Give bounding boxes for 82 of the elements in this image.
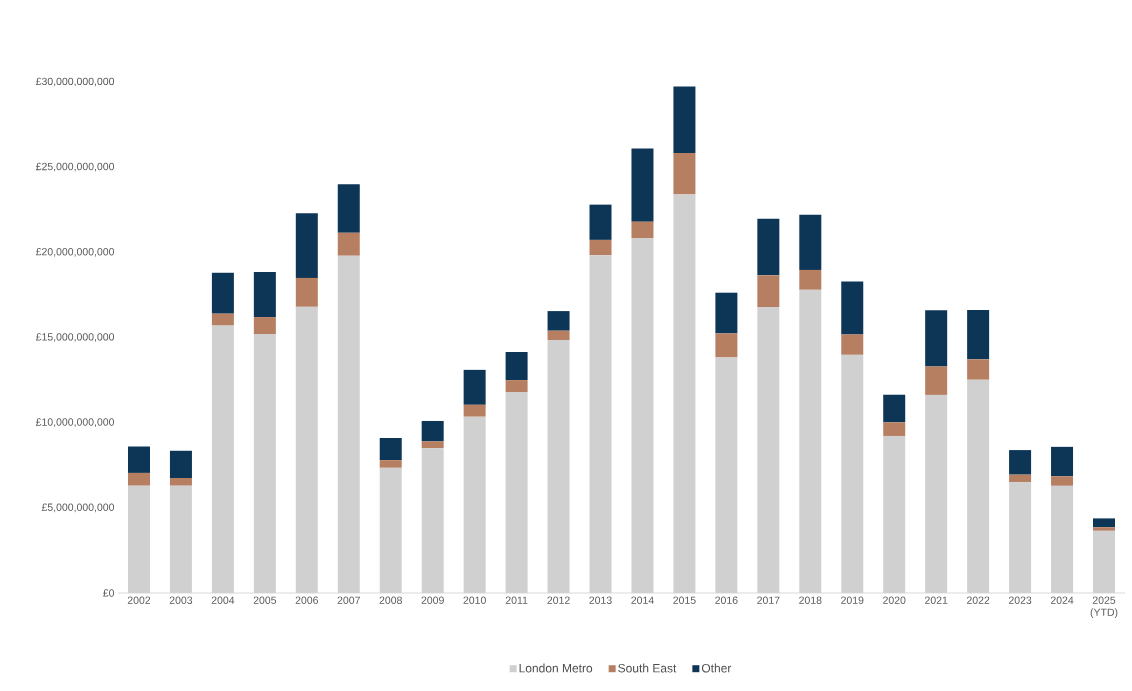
x-tick-label: 2009 [421,596,444,604]
bar [463,369,486,405]
bar [589,204,612,240]
x-tick-label: 2010 [463,596,486,604]
bar [379,460,402,468]
x-tick-label: 2012 [547,596,570,604]
bar [967,309,990,360]
bar [673,86,696,154]
bar [547,330,570,341]
bar [463,404,486,417]
bar [421,420,444,442]
legend-label: London Metro [519,663,593,673]
bar [799,269,822,290]
x-tick-label: 2018 [799,596,822,604]
bar [673,153,696,195]
bar [211,313,234,326]
bar [253,317,276,335]
bar [757,218,780,276]
bar [379,438,402,461]
x-tick-label: 2016 [715,596,738,604]
bar [295,213,318,278]
x-tick-label: 2025 (YTD) [1090,596,1118,619]
bar [169,478,192,486]
bar [211,272,234,314]
bar [547,311,570,331]
bar [1009,450,1032,475]
y-tick-label: £5,000,000,000 [41,503,115,513]
bar [967,359,990,380]
bar [715,333,738,358]
bar [925,310,948,367]
bar [295,277,318,307]
legend-label: South East [618,663,677,673]
x-tick-label: 2020 [883,596,906,604]
bar [505,380,528,392]
y-tick-label: £30,000,000,000 [35,77,115,87]
x-tick-label: 2023 [1008,596,1032,604]
x-tick-label: 2004 [211,596,235,604]
bar [925,366,948,395]
bar [127,472,150,486]
bar [757,275,780,308]
bar [589,239,612,256]
bar [841,281,864,335]
bar [1051,476,1074,486]
bar [883,394,906,423]
bar [631,148,654,222]
bar [841,334,864,355]
x-tick-label: 2008 [379,596,402,604]
bar [883,422,906,436]
bar [337,232,360,256]
bar [1009,474,1032,483]
legend-label: Other [701,663,732,673]
x-tick-label: 2006 [295,596,319,604]
bar [337,184,360,233]
bar [421,441,444,449]
x-tick-label: 2024 [1050,596,1074,604]
x-tick-label: 2005 [253,596,277,604]
x-tick-label: 2015 [673,596,696,604]
y-tick-label: £15,000,000,000 [35,333,115,342]
x-tick-label: 2002 [127,596,151,604]
x-tick-label: 2014 [631,596,654,604]
y-tick-label: £20,000,000,000 [35,248,115,257]
x-tick-label: 2003 [169,596,193,604]
bar [1093,527,1115,531]
bar [253,271,276,318]
bar [127,446,150,473]
x-tick-label: 2022 [966,596,990,604]
x-tick-label: 2017 [757,596,780,604]
bar [799,214,822,270]
bar [505,351,528,381]
x-tick-label: 2019 [841,596,864,604]
bar [1051,446,1074,477]
bar [1093,518,1115,528]
x-tick-label: 2007 [337,596,360,604]
bar [631,221,654,239]
x-tick-label: 2011 [505,596,528,604]
x-tick-label: 2021 [925,596,948,604]
x-tick-label: 2013 [589,596,612,604]
y-tick-label: £10,000,000,000 [35,418,115,427]
y-tick-label: £0 [103,589,115,597]
bar [715,292,738,334]
y-tick-label: £25,000,000,000 [35,162,115,172]
bar [169,450,192,479]
